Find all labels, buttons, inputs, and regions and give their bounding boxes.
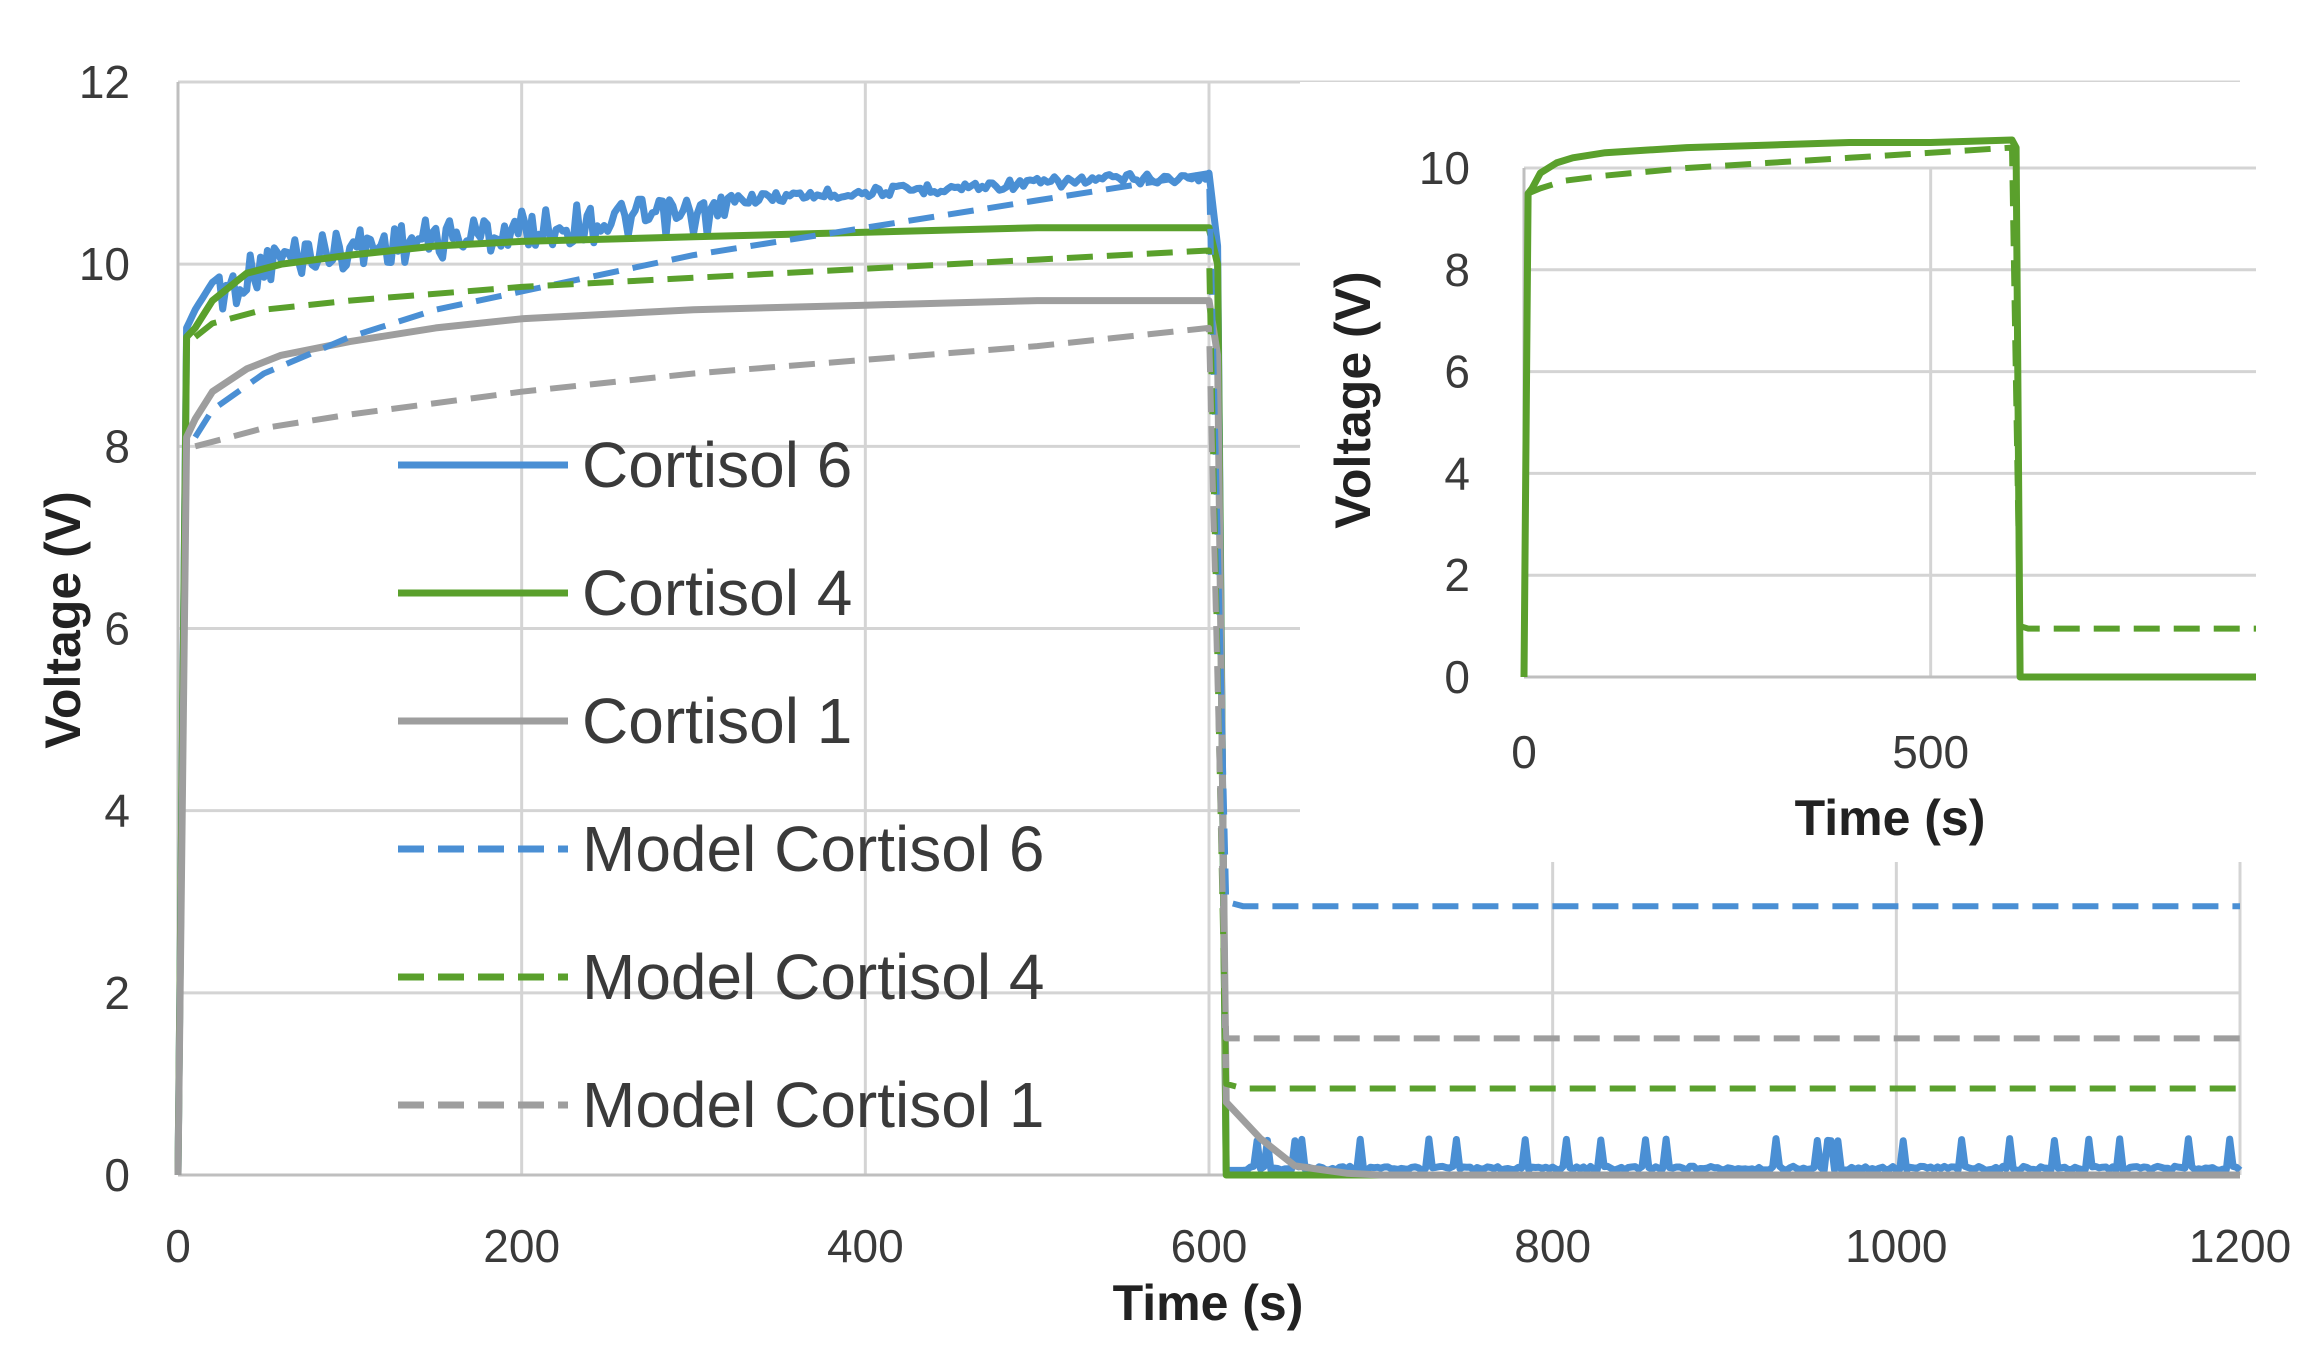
- x-axis-title: Time (s): [1113, 1275, 1304, 1331]
- y-tick-label: 6: [1444, 346, 1470, 398]
- legend-label-cortisol-4: Cortisol 4: [582, 557, 852, 629]
- series-line-model-cortisol-6: [192, 170, 2240, 910]
- y-tick-label: 8: [1444, 244, 1470, 296]
- y-tick-label: 2: [1444, 549, 1470, 601]
- x-tick-label: 400: [827, 1220, 904, 1272]
- x-tick-label: 600: [1171, 1220, 1248, 1272]
- y-axis-title: Voltage (V): [35, 491, 91, 748]
- y-tick-label: 12: [79, 56, 130, 108]
- series-line-model-cortisol-4: [193, 247, 2240, 1092]
- legend-label-cortisol-6: Cortisol 6: [582, 429, 852, 501]
- legend-label-cortisol-1: Cortisol 1: [582, 685, 852, 757]
- inset-plot: 0 2 4 6 8 10 0 500 Time (s) Voltage (V): [1300, 82, 2260, 862]
- y-tick-label: 8: [104, 420, 130, 472]
- legend-label-model-cortisol-4: Model Cortisol 4: [582, 941, 1044, 1013]
- x-tick-label: 0: [1511, 726, 1537, 778]
- x-tick-label: 1200: [2189, 1220, 2291, 1272]
- y-tick-label: 4: [1444, 447, 1470, 499]
- series-line-model-cortisol-4: [1526, 144, 2256, 632]
- series-line-cortisol-1: [174, 297, 2240, 1179]
- y-tick-label: 0: [1444, 651, 1470, 703]
- x-tick-label: 200: [483, 1220, 560, 1272]
- legend-label-model-cortisol-6: Model Cortisol 6: [582, 813, 1044, 885]
- y-tick-label: 0: [104, 1149, 130, 1201]
- x-tick-label: 500: [1892, 726, 1969, 778]
- legend-label-model-cortisol-1: Model Cortisol 1: [582, 1069, 1044, 1141]
- x-tick-label: 0: [165, 1220, 191, 1272]
- series-line-model-cortisol-1: [194, 324, 2240, 1042]
- y-tick-label: 10: [79, 238, 130, 290]
- y-tick-label: 6: [104, 603, 130, 655]
- x-axis-title: Time (s): [1795, 790, 1986, 846]
- y-tick-label: 4: [104, 785, 130, 837]
- y-tick-label: 10: [1419, 142, 1470, 194]
- x-tick-label: 800: [1514, 1220, 1591, 1272]
- series-line-cortisol-4: [1520, 136, 2256, 681]
- y-tick-label: 2: [104, 967, 130, 1019]
- y-axis-title: Voltage (V): [1325, 271, 1381, 528]
- x-tick-label: 1000: [1845, 1220, 1947, 1272]
